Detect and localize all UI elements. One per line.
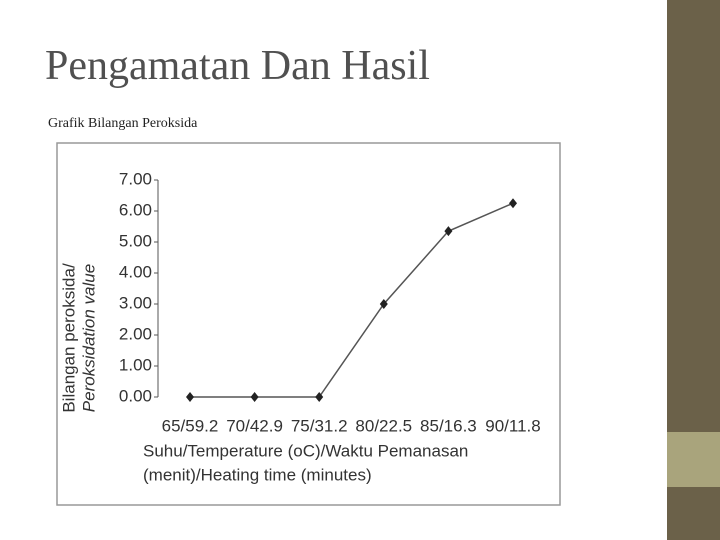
x-tick-label: 85/16.3: [420, 416, 477, 435]
x-tick-label: 65/59.2: [162, 416, 219, 435]
y-tick-label: 1.00: [119, 355, 152, 374]
x-axis-label: Suhu/Temperature (oC)/Waktu Pemanasan: [143, 441, 468, 460]
y-tick-label: 5.00: [119, 231, 152, 250]
y-tick-label: 2.00: [119, 324, 152, 343]
data-point: [379, 299, 388, 309]
x-tick-label: 75/31.2: [291, 416, 348, 435]
x-tick-label: 90/11.8: [485, 416, 540, 435]
x-tick-label: 70/42.9: [226, 416, 283, 435]
y-tick-label: 4.00: [119, 262, 152, 281]
y-axis-label: Peroksidation value: [79, 264, 98, 412]
y-tick-label: 0.00: [119, 386, 152, 405]
data-point: [444, 226, 453, 237]
x-axis-label: (menit)/Heating time (minutes): [143, 465, 372, 484]
y-tick-label: 3.00: [119, 293, 152, 312]
x-tick-label: 80/22.5: [355, 416, 412, 435]
y-tick-label: 7.00: [119, 169, 152, 188]
chart-frame: [56, 142, 561, 506]
data-line: [190, 202, 514, 398]
y-axis-label: Bilangan peroksida/: [59, 263, 78, 413]
slide-subtitle: Grafik Bilangan Peroksida: [48, 116, 198, 131]
data-point: [315, 392, 324, 402]
side-accent: [667, 432, 720, 487]
y-tick-label: 6.00: [119, 200, 152, 219]
data-point: [250, 392, 259, 402]
data-point: [186, 392, 194, 402]
data-point: [509, 198, 517, 209]
slide-title: Pengamatan Dan Hasil: [45, 43, 430, 89]
